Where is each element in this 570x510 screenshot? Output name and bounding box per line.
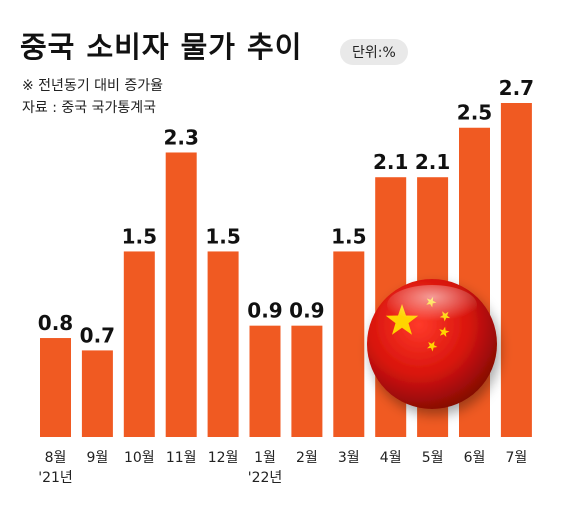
bar-6	[291, 325, 323, 437]
category-label: 4월	[380, 450, 402, 466]
bar-4	[207, 251, 239, 437]
source-text: 자료 : 중국 국가통계국	[22, 100, 156, 116]
value-label: 2.1	[415, 150, 450, 174]
category-label: 11월	[166, 450, 197, 466]
category-label: 7월	[506, 450, 528, 466]
bar-7	[333, 251, 365, 437]
bar-0	[40, 338, 71, 437]
category-label: 6월	[464, 450, 486, 466]
category-label: 2월	[296, 450, 318, 466]
chart-title: 중국 소비자 물가 추이	[20, 30, 303, 64]
value-label: 2.1	[373, 150, 408, 174]
year-label: '21년	[38, 470, 73, 486]
bar-5	[249, 325, 281, 437]
category-label: 12월	[208, 450, 239, 466]
category-label: 10월	[124, 450, 155, 466]
value-label: 2.3	[163, 125, 198, 149]
china-flag-sphere-icon	[367, 279, 497, 409]
star-icon	[427, 341, 438, 352]
value-label: 2.7	[499, 76, 534, 100]
star-icon	[439, 326, 450, 337]
value-label: 2.5	[457, 101, 492, 125]
category-label: 3월	[338, 450, 360, 466]
category-label: 5월	[422, 450, 444, 466]
bar-11	[500, 103, 532, 437]
value-label: 0.8	[38, 311, 73, 335]
bar-2	[123, 251, 155, 437]
value-label: 0.9	[289, 299, 324, 323]
category-label: 8월	[45, 450, 67, 466]
bar-1	[81, 350, 113, 437]
value-label: 1.5	[122, 224, 157, 248]
value-label: 1.5	[331, 224, 366, 248]
value-label: 0.7	[80, 323, 115, 347]
category-label: 9월	[87, 450, 109, 466]
bar-3	[165, 152, 197, 437]
year-label: '22년	[248, 470, 283, 486]
value-label: 0.9	[247, 299, 282, 323]
unit-badge: 단위:%	[340, 39, 408, 65]
note-text: ※ 전년동기 대비 증가율	[22, 78, 164, 94]
value-label: 1.5	[205, 224, 240, 248]
category-label: 1월	[254, 450, 276, 466]
